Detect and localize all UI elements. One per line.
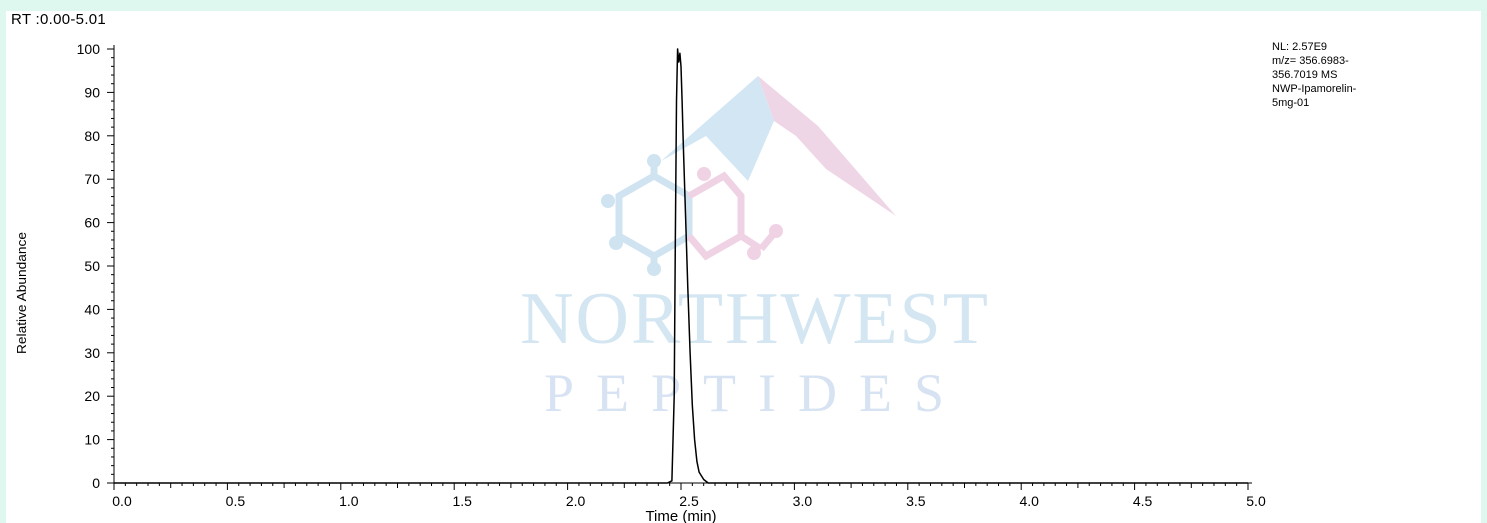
x-axis: 0.0 0.5 1.0 1.5 2.0 2.5 3.0 3.5 4.0 4.5 5.0 [112, 482, 1266, 509]
y-tick-label: 70 [84, 171, 100, 187]
x-tick-label: 3.5 [906, 493, 926, 509]
x-tick-label: 0.5 [226, 493, 246, 509]
scan-info-line: NL: 2.57E9 [1272, 41, 1328, 53]
watermark-molecule-nodes [601, 154, 783, 276]
x-tick-label: 1.0 [339, 493, 359, 509]
scan-info-line: 356.7019 MS [1272, 69, 1338, 81]
watermark-text-peptides: PEPTIDES [544, 363, 966, 423]
y-tick-label: 0 [92, 475, 100, 491]
chromatogram-trace [114, 48, 1248, 484]
chromatogram-panel: NORTHWEST PEPTIDES 0 10 20 30 40 50 60 70 80 90 10… [6, 11, 1481, 523]
scan-info-line: 5mg-01 [1272, 97, 1310, 109]
y-tick-label: 50 [84, 258, 100, 274]
scan-info-box: NL: 2.57E9 m/z= 356.6983- 356.7019 MS NW… [1272, 40, 1422, 110]
retention-time-range: RT :0.00-5.01 [11, 11, 107, 28]
x-tick-label: 3.0 [793, 493, 813, 509]
watermark-text-northwest: NORTHWEST [520, 278, 990, 360]
y-tick-label: 30 [84, 345, 100, 361]
x-tick-label: 1.5 [452, 493, 472, 509]
y-tick-label: 20 [84, 388, 100, 404]
chromatogram-series [114, 48, 1248, 484]
scan-info-line: m/z= 356.6983- [1272, 55, 1349, 67]
watermark-molecule-icon [615, 161, 779, 269]
x-axis-label: Time (min) [645, 508, 716, 523]
y-axis-label: Relative Abundance [14, 232, 29, 354]
y-tick-label: 60 [84, 215, 100, 231]
y-tick-label: 40 [84, 301, 100, 317]
watermark-mountain-blue [661, 76, 774, 181]
northwest-peptides-watermark: NORTHWEST PEPTIDES [520, 76, 990, 423]
x-tick-label: 4.0 [1019, 493, 1039, 509]
y-tick-label: 90 [84, 84, 100, 100]
y-axis: 0 10 20 30 40 50 60 70 80 90 100 [77, 41, 115, 491]
watermark-mountain-pink [758, 76, 896, 216]
x-tick-label: 0.0 [112, 493, 132, 509]
y-tick-label: 80 [84, 128, 100, 144]
x-tick-label: 4.5 [1133, 493, 1153, 509]
y-tick-label: 10 [84, 432, 100, 448]
y-tick-label: 100 [77, 41, 101, 57]
x-tick-label: 2.0 [566, 493, 586, 509]
chromatogram-chart: NORTHWEST PEPTIDES 0 10 20 30 40 50 60 70 80 90 10… [14, 41, 1266, 523]
scan-info-line: NWP-Ipamorelin- [1272, 83, 1357, 95]
x-tick-label: 5.0 [1246, 493, 1266, 509]
x-tick-label: 2.5 [679, 493, 699, 509]
